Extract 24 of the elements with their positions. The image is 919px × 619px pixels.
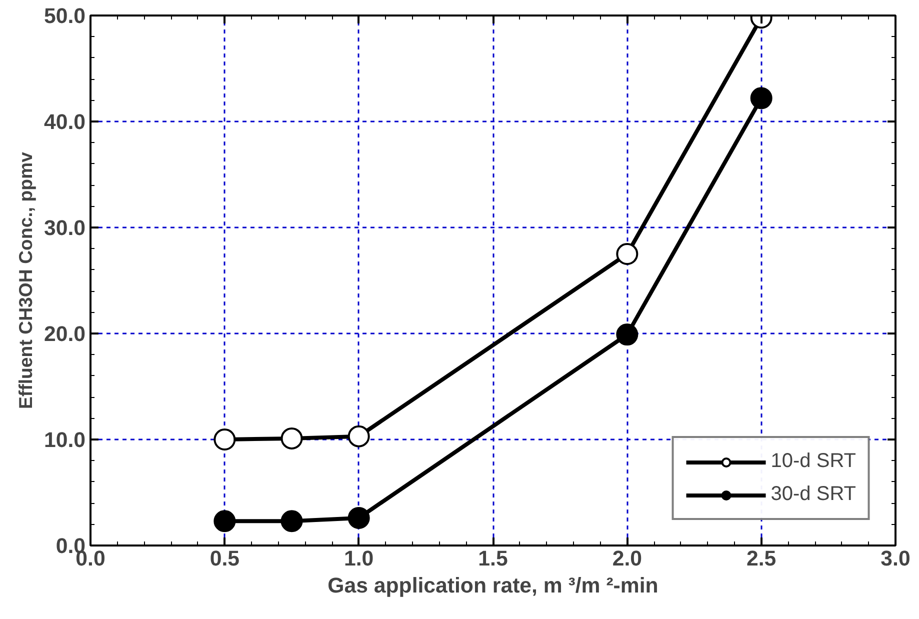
point	[750, 87, 772, 110]
legend-label: 10-d SRT	[770, 450, 856, 473]
y-tick-label: 20.0	[44, 322, 86, 346]
y-axis-title: Effluent CH3OH Conc., ppmv	[14, 151, 36, 410]
y-tick-label: 40.0	[44, 110, 86, 134]
x-tick-label: 2.5	[746, 546, 776, 570]
y-tick-label: 30.0	[44, 216, 86, 240]
point	[280, 427, 303, 450]
point	[280, 510, 303, 532]
point	[348, 425, 370, 448]
point	[616, 243, 638, 265]
legend-label: 30-d SRT	[770, 483, 856, 506]
point	[214, 510, 236, 532]
x-tick-label: 3.0	[880, 546, 910, 570]
x-axis-title: Gas application rate, m ³/m ²-min	[328, 574, 658, 598]
x-tick-label: 2.0	[612, 546, 642, 570]
y-tick-label: 50.0	[44, 4, 86, 28]
y-tick-label: 10.0	[44, 428, 86, 452]
x-tick-label: 1.5	[478, 546, 508, 570]
x-tick-label: 0.5	[210, 546, 240, 570]
x-tick-label: 1.0	[344, 546, 374, 570]
point	[616, 324, 638, 346]
point	[348, 506, 370, 529]
point	[214, 428, 236, 450]
